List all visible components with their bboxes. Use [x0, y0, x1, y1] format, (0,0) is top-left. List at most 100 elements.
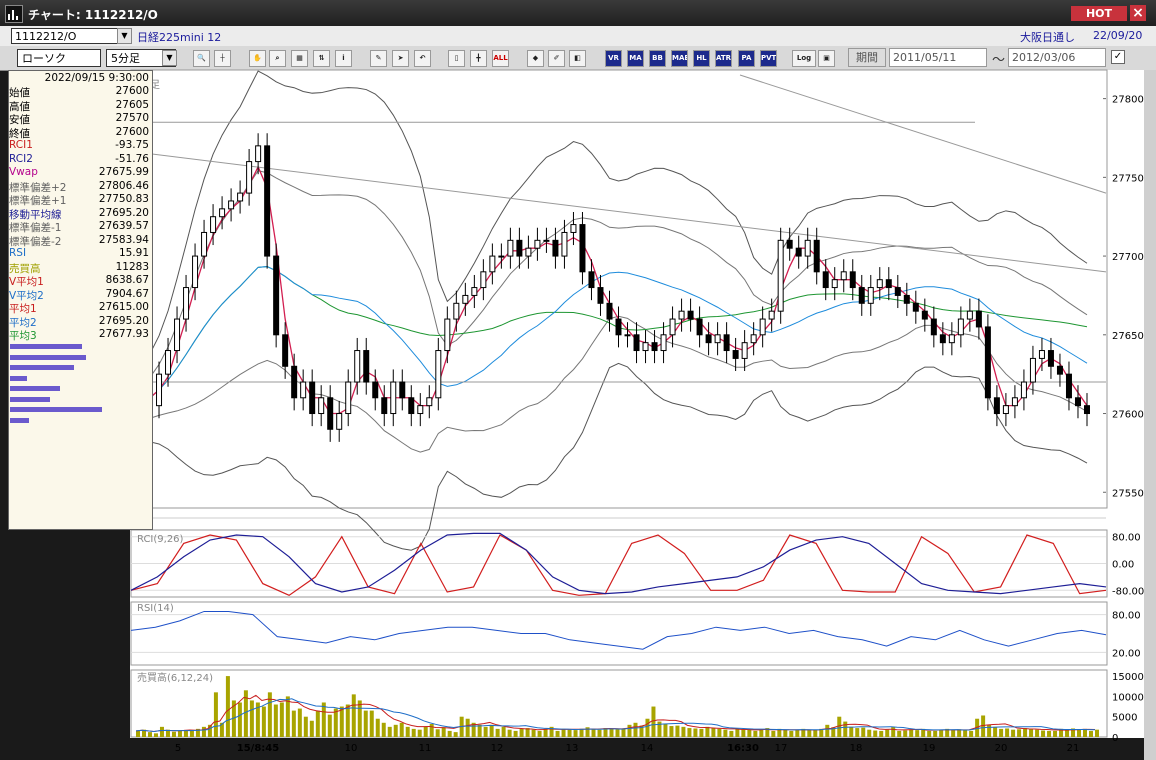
date-from-input[interactable]: 2011/05/11: [889, 48, 987, 67]
log-button[interactable]: Log: [792, 50, 816, 67]
interval-dropdown-button[interactable]: ▼: [162, 50, 177, 66]
volume-bar: [879, 730, 884, 737]
candle-body: [678, 310, 685, 320]
brush-icon[interactable]: ✐: [548, 50, 565, 67]
volume-panel-label: 売買高(6,12,24): [137, 671, 213, 684]
info-label: 標準偏差-1: [9, 222, 62, 234]
chart-type-select[interactable]: ローソク: [17, 49, 101, 67]
search-icon[interactable]: ⌕: [269, 50, 286, 67]
bb-lower-line: [140, 362, 1088, 551]
volume-bar: [159, 726, 164, 737]
info-label: 終値: [9, 127, 30, 140]
info-row: 標準偏差+2 27806.46: [9, 180, 152, 194]
indicator-atr-button[interactable]: ATR: [715, 50, 732, 67]
volume-bar: [261, 706, 266, 737]
indicator-hl-button[interactable]: HL: [693, 50, 710, 67]
candle-body: [246, 161, 253, 194]
date-to-input[interactable]: 2012/03/06: [1008, 48, 1106, 67]
candle-body: [705, 334, 712, 344]
volume-bar: [657, 721, 662, 737]
volume-bar: [723, 729, 728, 737]
pen-icon[interactable]: ✎: [370, 50, 387, 67]
candle-body: [723, 334, 730, 352]
volume-bar: [1017, 729, 1022, 737]
volume-bar: [201, 726, 206, 737]
volume-bar: [633, 722, 638, 737]
stock-split-icon[interactable]: ⇅: [313, 50, 330, 67]
zoom-icon[interactable]: 🔍: [193, 50, 210, 67]
trend-line: [739, 74, 1107, 194]
cursor-icon[interactable]: ➤: [392, 50, 409, 67]
candle-body: [921, 310, 928, 320]
candle-body: [165, 350, 172, 375]
crosshair-icon[interactable]: ┼: [214, 50, 231, 67]
grid-icon[interactable]: ▦: [291, 50, 308, 67]
hot-badge[interactable]: HOT: [1071, 6, 1127, 21]
volume-bar: [1071, 728, 1076, 737]
volume-bar: [585, 727, 590, 737]
candle-body: [552, 239, 559, 257]
rsi-panel-label: RSI(14): [137, 603, 174, 614]
candle-body: [894, 287, 901, 296]
indicator-bb-button[interactable]: BB: [649, 50, 666, 67]
volume-bar: [693, 728, 698, 737]
volume-bar: [861, 727, 866, 737]
info-row: 平均3 27677.93: [9, 328, 152, 342]
symbol-dropdown-button[interactable]: ▼: [117, 28, 132, 44]
volume-bar: [519, 728, 524, 737]
rsi-line: [130, 610, 1107, 650]
indicator-ma-button[interactable]: MA: [627, 50, 644, 67]
info-row: 移動平均線 27695.20: [9, 207, 152, 221]
volume-bar: [627, 724, 632, 737]
volume-bar: [777, 728, 782, 737]
interval-select[interactable]: 5分足: [106, 49, 176, 67]
info-icon[interactable]: i: [335, 50, 352, 67]
volume-bar: [147, 732, 152, 737]
volume-bar: [771, 730, 776, 737]
candle-body: [786, 239, 793, 249]
close-button[interactable]: ×: [1130, 5, 1146, 21]
candle-cross-icon[interactable]: ╋: [470, 50, 487, 67]
hand-icon[interactable]: ✋: [249, 50, 266, 67]
undo-icon[interactable]: ↶: [414, 50, 431, 67]
candle-body: [561, 231, 568, 257]
candle-body: [795, 247, 802, 257]
rci-tick-label: -80.00: [1112, 586, 1144, 597]
candle-box-icon[interactable]: ▯: [448, 50, 465, 67]
candle-body: [642, 342, 649, 352]
period-button[interactable]: 期間: [848, 48, 886, 67]
shape-icon[interactable]: ◆: [527, 50, 544, 67]
bb-upper-line: [140, 70, 1088, 362]
indicator-pa-button[interactable]: PA: [738, 50, 755, 67]
info-value: 27695.20: [98, 314, 149, 327]
candle-body: [363, 350, 370, 383]
volume-bar: [765, 728, 770, 737]
window-split-icon[interactable]: ▣: [818, 50, 835, 67]
volume-profile-bar: [10, 344, 82, 349]
x-tick-label: 20: [995, 743, 1008, 754]
candle-body: [957, 318, 964, 336]
volume-bar: [333, 708, 338, 737]
indicator-vr-button[interactable]: VR: [605, 50, 622, 67]
scrollbar[interactable]: [1144, 70, 1156, 760]
info-row: RCI2 -51.76: [9, 153, 152, 167]
candle-body: [813, 239, 820, 273]
indicator-mae-button[interactable]: MAE: [671, 50, 688, 67]
all-label[interactable]: ALL: [492, 50, 509, 67]
chart-area[interactable]: [130, 70, 1144, 738]
indicator-pvt-button[interactable]: PVT: [760, 50, 777, 67]
candle-body: [741, 342, 748, 359]
color-icon[interactable]: ◧: [569, 50, 586, 67]
info-row: Vwap 27675.99: [9, 166, 152, 180]
volume-bar: [795, 730, 800, 737]
candle-body: [192, 255, 199, 289]
volume-bar: [489, 724, 494, 737]
period-checkbox[interactable]: ✓: [1111, 50, 1125, 64]
candle-body: [372, 381, 379, 399]
info-label: RCI2: [9, 152, 33, 165]
volume-bar: [993, 726, 998, 737]
volume-tick-label: 10000: [1112, 692, 1144, 703]
volume-bar: [1053, 730, 1058, 737]
candle-body: [570, 224, 577, 233]
